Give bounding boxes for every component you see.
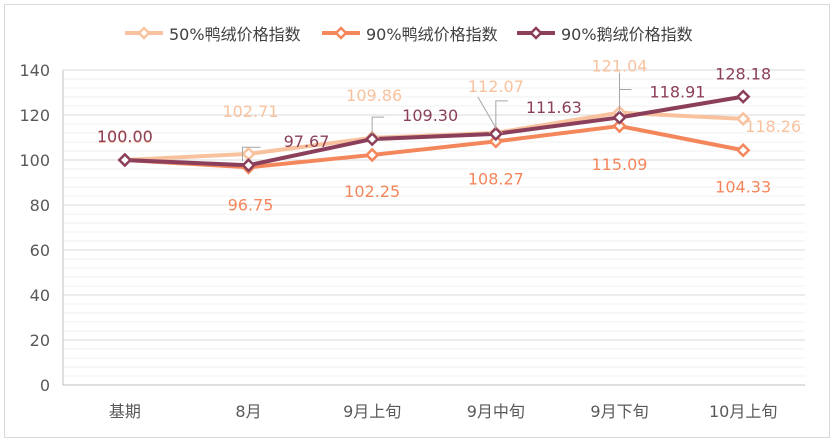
series-line — [122, 124, 746, 170]
legend-marker-icon — [529, 26, 543, 40]
y-tick-label: 140 — [19, 61, 50, 80]
data-point — [735, 89, 751, 104]
data-point — [117, 152, 133, 168]
legend-marker-icon — [334, 26, 348, 40]
leader-line — [495, 100, 508, 129]
data-point — [735, 142, 751, 158]
chart-frame — [4, 4, 830, 438]
series-line — [122, 94, 746, 168]
data-point — [241, 146, 256, 162]
x-tick-label: 9月下旬 — [590, 402, 648, 421]
leader-line — [477, 96, 497, 129]
data-label: 111.63 — [526, 98, 582, 117]
x-tick-label: 8月 — [235, 402, 261, 421]
data-label: 115.09 — [592, 155, 648, 174]
data-point — [612, 118, 627, 134]
legend-marker-icon — [137, 26, 151, 40]
data-label: 121.04 — [592, 57, 648, 76]
y-tick-label: 100 — [19, 151, 50, 170]
y-tick-label: 120 — [19, 106, 50, 125]
data-label: 102.25 — [344, 182, 400, 201]
data-label: 118.26 — [745, 117, 801, 136]
data-point — [612, 110, 627, 125]
legend-label: 90%鸭绒价格指数 — [366, 25, 498, 44]
data-label: 102.71 — [223, 102, 279, 121]
data-label: 100.00 — [97, 128, 153, 147]
y-tick-label: 40 — [30, 286, 50, 305]
data-point — [735, 111, 751, 127]
legend: 50%鸭绒价格指数 90%鸭绒价格指数 90%鹅绒价格指数 — [125, 25, 693, 44]
y-tick-label: 80 — [30, 196, 50, 215]
y-tick-label: 0 — [40, 376, 50, 395]
data-point — [488, 134, 504, 149]
data-label: 118.91 — [650, 82, 706, 101]
y-tick-label: 60 — [30, 241, 50, 260]
legend-label: 90%鹅绒价格指数 — [561, 25, 693, 44]
data-label: 100.00 — [97, 127, 153, 146]
data-label: 112.07 — [468, 77, 524, 96]
data-label: 97.67 — [284, 132, 330, 151]
x-tick-label: 10月上旬 — [709, 402, 777, 421]
data-label: 109.86 — [346, 86, 402, 105]
x-axis-labels: 基期 8月 9月上旬 9月中旬 9月下旬 10月上旬 — [109, 402, 778, 421]
data-point — [364, 147, 380, 163]
leader-line — [242, 146, 261, 162]
data-label: 96.75 — [228, 195, 274, 214]
series-lines — [122, 94, 746, 170]
leader-lines — [242, 72, 632, 162]
data-point — [364, 131, 380, 147]
data-label: 108.27 — [468, 169, 524, 188]
data-labels: 100.00 102.71 109.86 112.07 121.04 118.26 96.7… — [97, 57, 801, 215]
data-point — [488, 126, 504, 142]
x-tick-label: 9月中旬 — [467, 402, 525, 421]
y-tick-label: 20 — [30, 331, 50, 350]
data-label: 128.18 — [715, 65, 771, 84]
x-tick-label: 9月上旬 — [343, 402, 401, 421]
legend-label: 50%鸭绒价格指数 — [169, 25, 301, 44]
series-markers — [117, 89, 751, 175]
minor-gridlines — [63, 78, 805, 377]
data-point — [241, 157, 256, 173]
data-label: 109.30 — [402, 106, 458, 125]
leader-line — [371, 116, 385, 135]
leader-line — [619, 88, 632, 113]
data-label: 104.33 — [715, 177, 771, 196]
x-tick-label: 基期 — [109, 402, 141, 421]
